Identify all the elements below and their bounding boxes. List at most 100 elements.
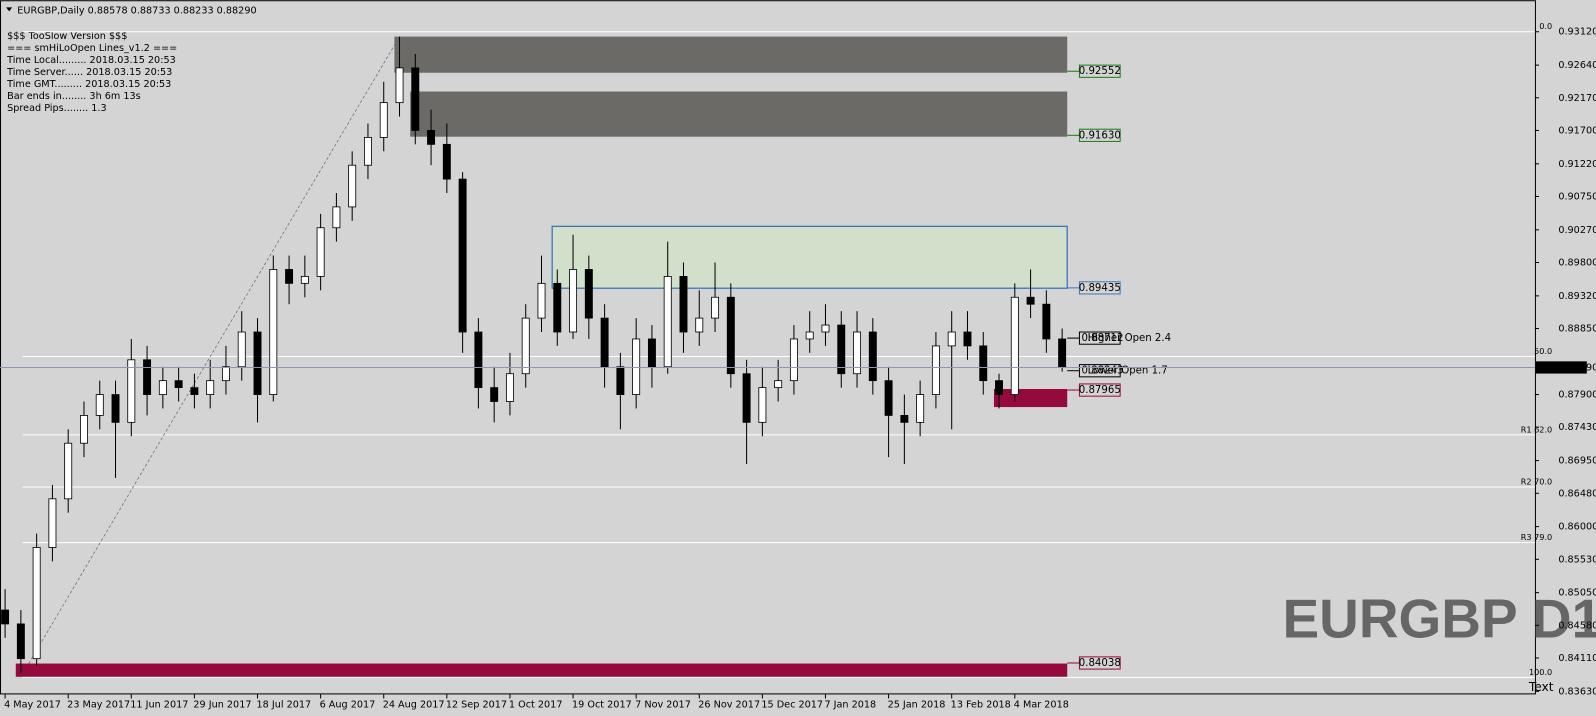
open-box (1078, 331, 1121, 345)
y-tick-label: 0.90270 (1558, 225, 1596, 236)
x-tick-label: 4 May 2017 (4, 700, 61, 711)
info-line: === smHiLoOpen Lines_v1.2 === (7, 43, 177, 54)
y-tick-label: 0.84110 (1558, 653, 1596, 664)
candle-body (206, 380, 215, 395)
zone (394, 36, 1068, 73)
candle-body (316, 227, 325, 277)
fib-label: 0.0 (1539, 21, 1552, 31)
x-tick-label: 29 Jun 2017 (193, 700, 251, 711)
level-label: 0.91630 (1079, 130, 1121, 141)
fib-label: R1 62.0 (1521, 424, 1553, 434)
open-label: 0.88712 (1081, 333, 1123, 344)
candle-body (979, 345, 988, 382)
candle-body (584, 269, 593, 319)
level-box (1078, 656, 1121, 670)
candle-body (647, 338, 656, 368)
x-tick-label: 4 Mar 2018 (1014, 700, 1069, 711)
x-tick-label: 24 Aug 2017 (383, 700, 445, 711)
y-tick-label: 0.87430 (1558, 422, 1596, 433)
x-tick-label: 13 Feb 2018 (951, 700, 1011, 711)
y-tick-label: 0.89800 (1558, 258, 1596, 269)
corner-text: Text (1528, 680, 1554, 694)
candle-body (1042, 303, 1051, 340)
candle-body (111, 394, 120, 423)
candle-body (695, 317, 704, 333)
menu-arrow[interactable] (6, 7, 13, 12)
candle-body (947, 331, 956, 347)
candle-body (805, 331, 814, 340)
info-line: Spread Pips........ 1.3 (7, 103, 107, 114)
header: EURGBP,Daily 0.88578 0.88733 0.88233 0.8… (17, 5, 256, 16)
x-tick-label: 7 Nov 2017 (635, 700, 691, 711)
candle-body (127, 359, 136, 423)
candle-body (995, 380, 1003, 395)
candle-body (158, 380, 167, 395)
candle-body (221, 366, 230, 382)
candle-body (868, 331, 877, 382)
candle-body (237, 331, 246, 368)
y-tick-label: 0.84580 (1558, 620, 1596, 631)
candle-body (1058, 338, 1067, 368)
candle-body (48, 498, 57, 548)
level-label: 0.87965 (1079, 385, 1121, 396)
y-tick-label: 0.88850 (1558, 324, 1596, 335)
candle-body (190, 387, 199, 395)
candle-body (442, 143, 451, 180)
candle-body (742, 373, 751, 423)
candle-body (758, 387, 767, 423)
candle-body (616, 366, 625, 395)
info-line: Time Local......... 2018.03.15 20:53 (6, 55, 176, 66)
y-tick-label: 0.86000 (1558, 522, 1596, 533)
candle-body (774, 380, 783, 389)
y-tick-label: 0.86950 (1558, 456, 1596, 467)
level-label: 0.92552 (1079, 66, 1121, 77)
open-box (1078, 364, 1121, 378)
x-tick-label: 6 Aug 2017 (320, 700, 376, 711)
candle-body (679, 275, 688, 333)
y-tick-label: 0.92170 (1558, 93, 1596, 104)
candle-body (269, 269, 278, 395)
candle-body (853, 331, 862, 375)
candle-body (505, 373, 514, 402)
candle-body (1010, 296, 1019, 395)
level-box (1078, 64, 1121, 78)
y-tick-label: 0.93120 (1558, 27, 1596, 38)
candle-body (348, 164, 357, 208)
candle-body (837, 324, 846, 375)
candle-body (379, 102, 388, 138)
x-tick-label: 7 Jan 2018 (824, 700, 876, 711)
candle-body (363, 136, 372, 166)
info-line: $$$ TooSlow Version $$$ (7, 31, 127, 42)
candle-body (521, 317, 530, 375)
bid-label: 0.88290 (1558, 362, 1596, 373)
open-text: Lower Open 1.7 (1088, 366, 1168, 377)
candle-body (427, 130, 436, 145)
zone (15, 663, 1068, 677)
candle-body (931, 345, 940, 395)
x-tick-label: 26 Nov 2017 (698, 700, 760, 711)
candle-body (537, 282, 546, 319)
open-text: Higher Open 2.4 (1088, 333, 1172, 344)
candle-body (332, 206, 341, 229)
x-tick-label: 25 Jan 2018 (888, 700, 946, 711)
y-tick-label: 0.85530 (1558, 554, 1596, 565)
info-line: Bar ends in........ 3h 6m 13s (7, 91, 141, 102)
y-tick-label: 0.83630 (1558, 686, 1596, 697)
level-label: 0.89435 (1079, 283, 1121, 294)
candle-body (64, 442, 73, 500)
candle-body (632, 338, 641, 395)
zone (551, 225, 1068, 289)
candle-body (663, 275, 672, 368)
y-tick-label: 0.91700 (1558, 125, 1596, 136)
candle-body (1, 609, 10, 625)
candle-body (884, 380, 893, 416)
candle-body (963, 331, 972, 347)
candle-body (16, 623, 25, 660)
level-box (1078, 128, 1121, 142)
candle-body (600, 317, 609, 368)
level-label: 0.84038 (1079, 658, 1121, 669)
candle-body (569, 269, 578, 333)
open-label: 0.88243 (1081, 366, 1123, 377)
